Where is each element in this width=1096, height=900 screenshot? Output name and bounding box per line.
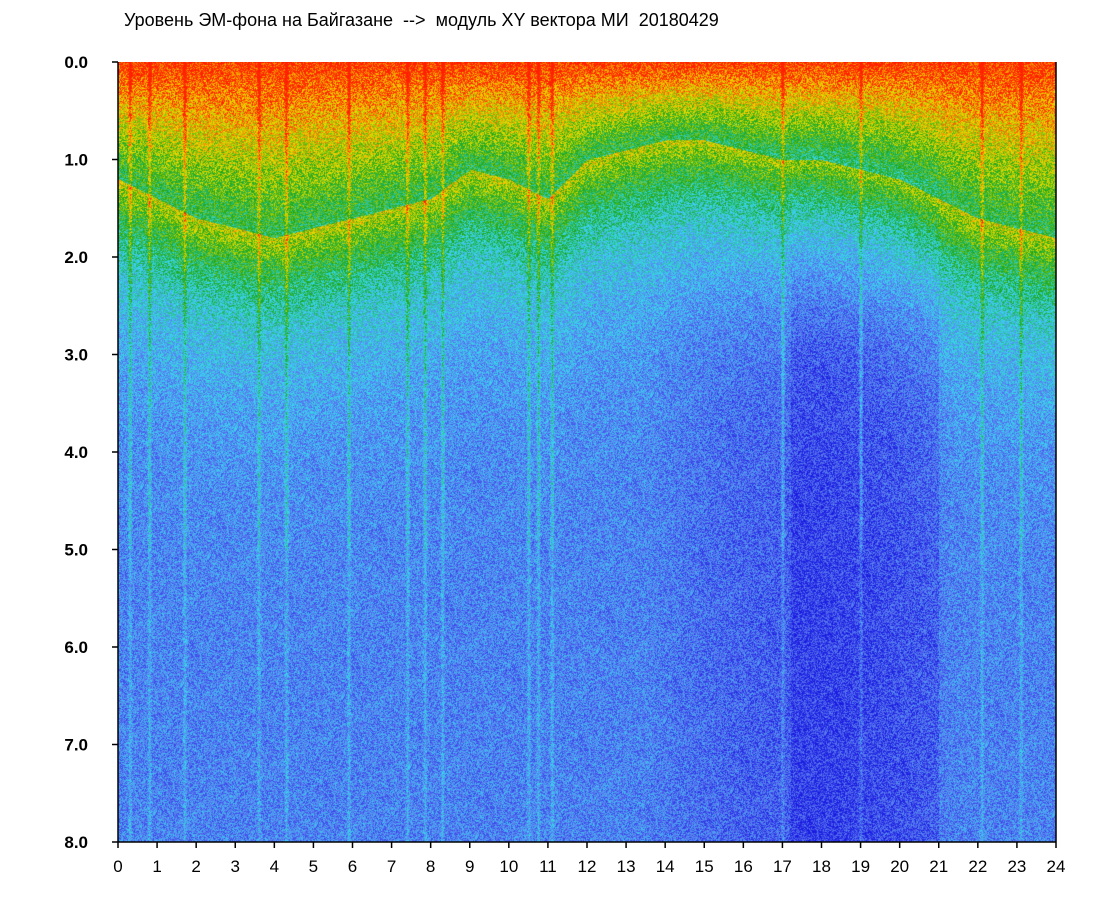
- x-tick-label: 14: [656, 857, 675, 876]
- x-tick-label: 8: [426, 857, 435, 876]
- y-tick-label: 2.0: [64, 248, 88, 267]
- chart-title: Уровень ЭМ-фона на Байгазане --> модуль …: [124, 10, 719, 30]
- x-tick-label: 5: [309, 857, 318, 876]
- y-tick-label: 1.0: [64, 151, 88, 170]
- x-tick-label: 3: [231, 857, 240, 876]
- y-tick-label: 5.0: [64, 541, 88, 560]
- x-tick-label: 15: [695, 857, 714, 876]
- x-tick-label: 24: [1047, 857, 1066, 876]
- y-tick-label: 7.0: [64, 736, 88, 755]
- x-tick-label: 16: [734, 857, 753, 876]
- x-tick-label: 6: [348, 857, 357, 876]
- x-tick-label: 12: [578, 857, 597, 876]
- x-tick-label: 13: [617, 857, 636, 876]
- x-tick-label: 9: [465, 857, 474, 876]
- x-tick-label: 19: [851, 857, 870, 876]
- x-tick-label: 10: [499, 857, 518, 876]
- x-tick-label: 20: [890, 857, 909, 876]
- x-tick-label: 1: [152, 857, 161, 876]
- y-tick-label: 8.0: [64, 833, 88, 852]
- x-tick-label: 17: [773, 857, 792, 876]
- y-tick-label: 4.0: [64, 443, 88, 462]
- x-tick-label: 21: [929, 857, 948, 876]
- x-tick-label: 22: [968, 857, 987, 876]
- x-tick-label: 11: [539, 857, 557, 876]
- y-tick-label: 0.0: [64, 53, 88, 72]
- x-tick-label: 0: [113, 857, 122, 876]
- x-tick-label: 23: [1007, 857, 1026, 876]
- x-tick-label: 2: [191, 857, 200, 876]
- y-tick-label: 6.0: [64, 638, 88, 657]
- x-tick-label: 18: [812, 857, 831, 876]
- y-tick-label: 3.0: [64, 346, 88, 365]
- x-tick-label: 4: [270, 857, 279, 876]
- x-axis: 0 1 2 3 4 5 6 7 8 9 10 11 12 13 14 15 16 17 18 19 20 21 22 23 24: [113, 842, 1065, 876]
- heatmap-canvas: [118, 62, 1056, 842]
- x-tick-label: 7: [387, 857, 396, 876]
- y-axis: 0.0 1.0 2.0 3.0 4.0 5.0 6.0 7.0 8.0: [64, 53, 118, 852]
- axis-lines: [117, 62, 1057, 843]
